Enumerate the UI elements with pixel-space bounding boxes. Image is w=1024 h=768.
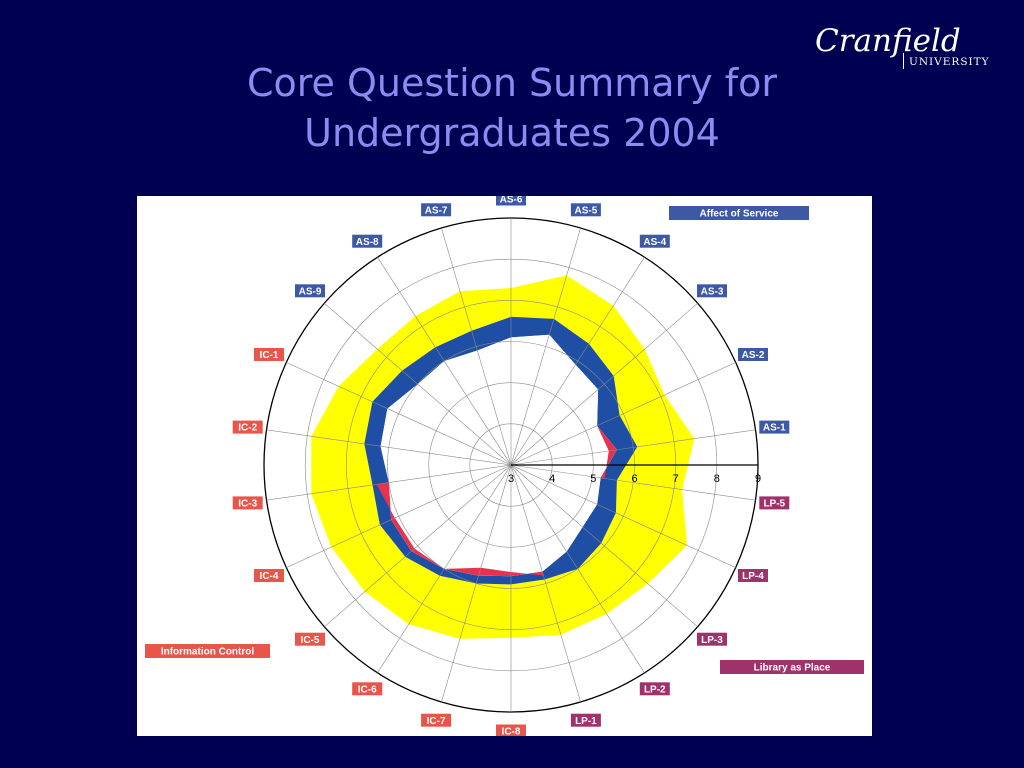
series-4-shortfall-wedge — [444, 567, 481, 576]
grid-spoke — [510, 464, 581, 703]
grid-spoke — [324, 464, 512, 628]
grid-spoke — [510, 257, 645, 466]
axis-label-box — [759, 420, 790, 434]
series-4-shortfall-wedge — [411, 548, 445, 569]
axis-label: AS-9 — [299, 286, 322, 297]
axis-label-box — [254, 569, 284, 582]
axis-label-box — [738, 569, 768, 582]
series-4-shortfall-wedge — [478, 567, 511, 577]
axis-label: IC-5 — [301, 635, 320, 646]
axis-label-box — [232, 496, 263, 510]
axis-label-box — [738, 348, 768, 361]
axis-label-box — [697, 632, 727, 646]
grid-spoke — [377, 257, 512, 466]
legend-box — [145, 644, 270, 658]
axis-label-box — [697, 284, 727, 298]
series-4-shortfall-wedge — [600, 449, 617, 479]
axis-label: IC-7 — [427, 716, 446, 727]
axis-label: AS-2 — [742, 350, 765, 361]
axis-label: IC-1 — [260, 350, 279, 361]
series-area-1 — [311, 275, 695, 639]
grid-spoke — [286, 362, 512, 466]
slide-title-line-1: Core Question Summary for — [246, 61, 778, 105]
grid-spoke — [510, 464, 698, 628]
legend-box — [669, 206, 809, 220]
axis-label-box — [352, 234, 383, 248]
grid-spoke — [286, 464, 512, 568]
logo-wordmark: Cranfield — [815, 23, 961, 59]
axis-label: LP-1 — [575, 716, 597, 727]
axis-label: IC-4 — [260, 571, 279, 582]
axis-label-box — [496, 196, 526, 206]
scale-tick-label: 5 — [590, 473, 596, 485]
series-area-3-interior — [380, 334, 617, 577]
logo-divider — [903, 53, 904, 69]
grid-spoke — [324, 302, 512, 466]
axis-label: AS-1 — [763, 423, 786, 434]
axis-label-box — [759, 496, 790, 510]
grid-spoke — [266, 429, 512, 466]
axis-label-box — [421, 713, 452, 727]
cranfield-logo: Cranfield UNIVERSITY — [815, 22, 1005, 72]
axis-label-box — [639, 682, 670, 696]
axis-label: AS-4 — [643, 237, 666, 248]
series-4-shortfall-wedge — [597, 425, 617, 451]
grid-spoke — [441, 464, 512, 703]
series-4-shortfall-wedge — [511, 571, 544, 577]
axis-label-box — [232, 420, 263, 434]
radar-chart: 3 4 5 6 7 8 9 AS-6 AS-5 AS-4 AS-3 AS-2 AS-1 LP-5 LP-4 L… — [145, 196, 864, 736]
legend-label: Library as Place — [754, 663, 831, 674]
axis-label-box — [639, 234, 670, 248]
axis-label: LP-4 — [742, 571, 764, 582]
scale-tick-label: 9 — [755, 473, 761, 485]
slide-title: Core Question Summary for Undergraduates… — [150, 58, 874, 158]
grid-spoke — [510, 362, 736, 466]
axis-label: AS-3 — [701, 286, 724, 297]
axis-label-box — [352, 682, 383, 696]
grid-spoke — [510, 227, 581, 466]
grid-spoke — [441, 227, 512, 466]
grid-spoke — [510, 464, 645, 673]
axis-label: AS-6 — [500, 196, 523, 206]
axis-label: LP-3 — [701, 635, 723, 646]
axis-label: AS-8 — [356, 237, 379, 248]
axis-label: IC-3 — [238, 499, 257, 510]
axis-label-box — [496, 724, 526, 736]
axis-label: IC-2 — [238, 423, 257, 434]
legend-box — [720, 660, 864, 674]
scale-tick-label: 4 — [549, 473, 555, 485]
axis-label-box — [295, 284, 325, 298]
axis-label: IC-8 — [502, 727, 521, 736]
logo-subtitle: UNIVERSITY — [909, 56, 990, 68]
grid-spoke — [510, 302, 698, 466]
axis-label-box — [570, 203, 601, 217]
grid-spoke — [266, 464, 512, 501]
series-4-shortfall-wedge — [376, 482, 395, 520]
grid-spoke — [510, 429, 756, 466]
axis-label: LP-2 — [644, 684, 666, 695]
radar-chart-panel: 3 4 5 6 7 8 9 AS-6 AS-5 AS-4 AS-3 AS-2 AS-1 LP-5 LP-4 L… — [137, 196, 872, 736]
axis-label: AS-7 — [425, 205, 448, 216]
legend-label: Information Control — [161, 647, 255, 658]
series-4-shortfall-wedge — [391, 518, 415, 552]
axis-label: IC-6 — [358, 684, 377, 695]
axis-label-box — [421, 203, 452, 217]
axis-label: AS-5 — [575, 205, 598, 216]
grid-spoke — [510, 464, 736, 568]
scale-tick-label: 8 — [714, 473, 720, 485]
grid-spoke — [510, 464, 756, 501]
scale-tick-label: 6 — [631, 473, 637, 485]
grid-spoke — [377, 464, 512, 673]
slide-title-line-2: Undergraduates 2004 — [304, 111, 720, 155]
scale-tick-label: 3 — [508, 473, 514, 485]
axis-label-box — [295, 632, 325, 646]
axis-label: LP-5 — [763, 499, 785, 510]
axis-label-box — [570, 713, 601, 727]
legend-label: Affect of Service — [700, 209, 779, 220]
axis-label-box — [254, 348, 284, 361]
scale-tick-label: 7 — [673, 473, 679, 485]
